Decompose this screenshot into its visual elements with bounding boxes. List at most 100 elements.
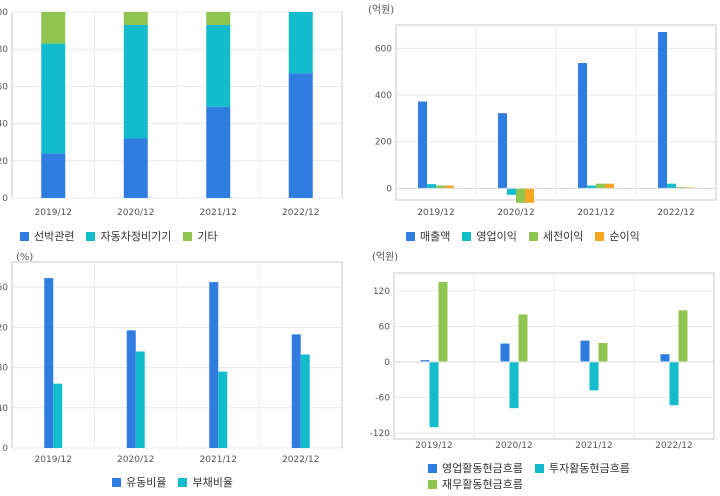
bar-부채비율-2019/12 xyxy=(53,383,63,448)
y-tick-label: 40 xyxy=(0,120,8,130)
y-tick-label: 80 xyxy=(0,364,8,374)
unit-label: (억원) xyxy=(368,4,394,16)
y-tick-label: 80 xyxy=(0,45,8,55)
x-tick-label: 2022/12 xyxy=(655,441,692,451)
y-tick-label: 100 xyxy=(0,8,8,18)
legend-item: 매출액 xyxy=(406,228,450,244)
legend-swatch xyxy=(178,477,188,487)
bar-투자활동현금흐름-2021/12 xyxy=(589,361,599,391)
legend-label: 재무활동현금흐름 xyxy=(442,478,523,491)
legend-swatch xyxy=(86,231,96,241)
x-tick-label: 2020/12 xyxy=(497,208,534,218)
bar-매출액-2019/12 xyxy=(418,101,427,189)
chart-svg-2: 0 40 80 120 160 (%) 2019/12 2020/12 2021/12 2022/… xyxy=(0,252,343,465)
bar-유동비율-2021/12 xyxy=(209,282,219,448)
y-tick-label: 0 xyxy=(384,358,390,368)
bar-자동차정비기기-2020/12 xyxy=(123,25,148,139)
bar-자동차정비기기-2022/12 xyxy=(288,12,313,74)
chart-panel-cashflow: -120 -60 0 60 120 (억원) 2019/12 2020/12 2021/12 20… xyxy=(360,248,720,496)
bar-영업이익-2022/12 xyxy=(667,183,676,189)
x-tick-label: 2022/12 xyxy=(282,208,319,218)
bar-영업활동현금흐름-2020/12 xyxy=(500,343,510,362)
chart-legend-1: 매출액 영업이익 세전이익 순이익 xyxy=(406,228,716,244)
y-tick-label: 160 xyxy=(0,283,8,293)
legend-label: 매출액 xyxy=(420,230,451,243)
y-tick-label: 120 xyxy=(373,287,390,297)
bar-매출액-2021/12 xyxy=(578,63,587,189)
y-tick-label: 0 xyxy=(2,444,8,454)
bar-영업이익-2020/12 xyxy=(507,188,516,195)
bar-재무활동현금흐름-2019/12 xyxy=(438,281,448,362)
bar-투자활동현금흐름-2020/12 xyxy=(509,361,519,409)
legend-label: 영업이익 xyxy=(476,230,517,243)
x-tick-label: 2019/12 xyxy=(35,455,72,465)
bar-유동비율-2019/12 xyxy=(44,278,54,448)
bar-부채비율-2022/12 xyxy=(300,354,310,448)
bar-자동차정비기기-2019/12 xyxy=(41,43,66,154)
chart-svg-3: -120 -60 0 60 120 (억원) 2019/12 2020/12 2021/12 20… xyxy=(370,251,715,451)
bar-선박관련-2019/12 xyxy=(41,153,66,198)
chart-panel-income: 0 200 400 600 (억원) 2019/12 2020/12 2021/12 2022/… xyxy=(360,0,720,248)
chart-legend-2: 유동비율 부채비율 xyxy=(112,474,352,490)
unit-label: (%) xyxy=(16,252,33,263)
x-tick-label: 2021/12 xyxy=(575,441,612,451)
x-tick-label: 2021/12 xyxy=(200,455,237,465)
bar-세전이익-2019/12 xyxy=(436,185,445,189)
bar-영업이익-2019/12 xyxy=(427,184,436,189)
legend-item: 재무활동현금흐름 xyxy=(428,476,523,492)
y-tick-label: 120 xyxy=(0,323,8,333)
x-tick-label: 2022/12 xyxy=(282,455,319,465)
bar-세전이익-2021/12 xyxy=(596,183,605,189)
bar-영업활동현금흐름-2022/12 xyxy=(660,354,670,362)
legend-swatch xyxy=(428,463,437,473)
legend-item: 자동차정비기기 xyxy=(86,228,171,244)
bar-자동차정비기기-2021/12 xyxy=(206,25,231,107)
y-tick-label: 0 xyxy=(2,194,8,204)
chart-legend-0: 선박관련 자동차정비기기 기타 xyxy=(20,228,350,244)
legend-label: 부채비율 xyxy=(192,476,233,489)
legend-swatch xyxy=(534,463,544,473)
legend-swatch xyxy=(183,231,193,241)
y-tick-label: -60 xyxy=(375,394,390,404)
legend-swatch xyxy=(20,231,29,241)
bar-순이익-2021/12 xyxy=(605,183,614,189)
bar-기타-2019/12 xyxy=(41,12,66,44)
bar-순이익-2019/12 xyxy=(445,185,454,189)
legend-label: 자동차정비기기 xyxy=(100,230,172,243)
x-tick-label: 2020/12 xyxy=(495,441,532,451)
bar-기타-2021/12 xyxy=(206,12,231,26)
y-tick-label: 200 xyxy=(375,138,392,148)
chart-svg-1: 0 200 400 600 (억원) 2019/12 2020/12 2021/12 2022/… xyxy=(368,4,717,218)
unit-label: (억원) xyxy=(372,251,398,263)
bar-선박관련-2020/12 xyxy=(123,138,148,198)
bar-기타-2020/12 xyxy=(123,12,148,26)
x-tick-label: 2019/12 xyxy=(35,208,72,218)
legend-swatch xyxy=(406,231,415,241)
x-tick-label: 2021/12 xyxy=(200,208,237,218)
x-tick-label: 2022/12 xyxy=(657,208,694,218)
legend-item: 유동비율 xyxy=(112,474,166,490)
legend-label: 선박관련 xyxy=(34,230,75,243)
legend-swatch xyxy=(462,231,472,241)
legend-item: 영업이익 xyxy=(462,228,517,244)
legend-label: 순이익 xyxy=(609,230,640,243)
bar-영업활동현금흐름-2021/12 xyxy=(580,340,590,362)
bar-부채비율-2020/12 xyxy=(135,351,145,448)
bar-순이익-2020/12 xyxy=(525,188,534,203)
legend-swatch xyxy=(595,231,605,241)
bar-재무활동현금흐름-2020/12 xyxy=(518,314,528,362)
bar-영업활동현금흐름-2019/12 xyxy=(420,360,430,362)
legend-item: 기타 xyxy=(183,228,218,244)
chart-panel-ratios: 0 40 80 120 160 (%) 2019/12 2020/12 2021/12 2022/… xyxy=(0,248,360,496)
bar-재무활동현금흐름-2021/12 xyxy=(598,342,608,362)
legend-item: 영업활동현금흐름 xyxy=(428,460,523,476)
legend-swatch xyxy=(428,479,437,489)
legend-label: 유동비율 xyxy=(126,476,167,489)
x-tick-label: 2020/12 xyxy=(117,455,154,465)
x-tick-label: 2019/12 xyxy=(417,208,454,218)
y-tick-label: 400 xyxy=(375,91,392,101)
y-tick-label: -120 xyxy=(370,429,391,439)
y-tick-label: 600 xyxy=(375,44,392,54)
legend-item: 부채비율 xyxy=(178,474,233,490)
x-tick-label: 2019/12 xyxy=(415,441,452,451)
